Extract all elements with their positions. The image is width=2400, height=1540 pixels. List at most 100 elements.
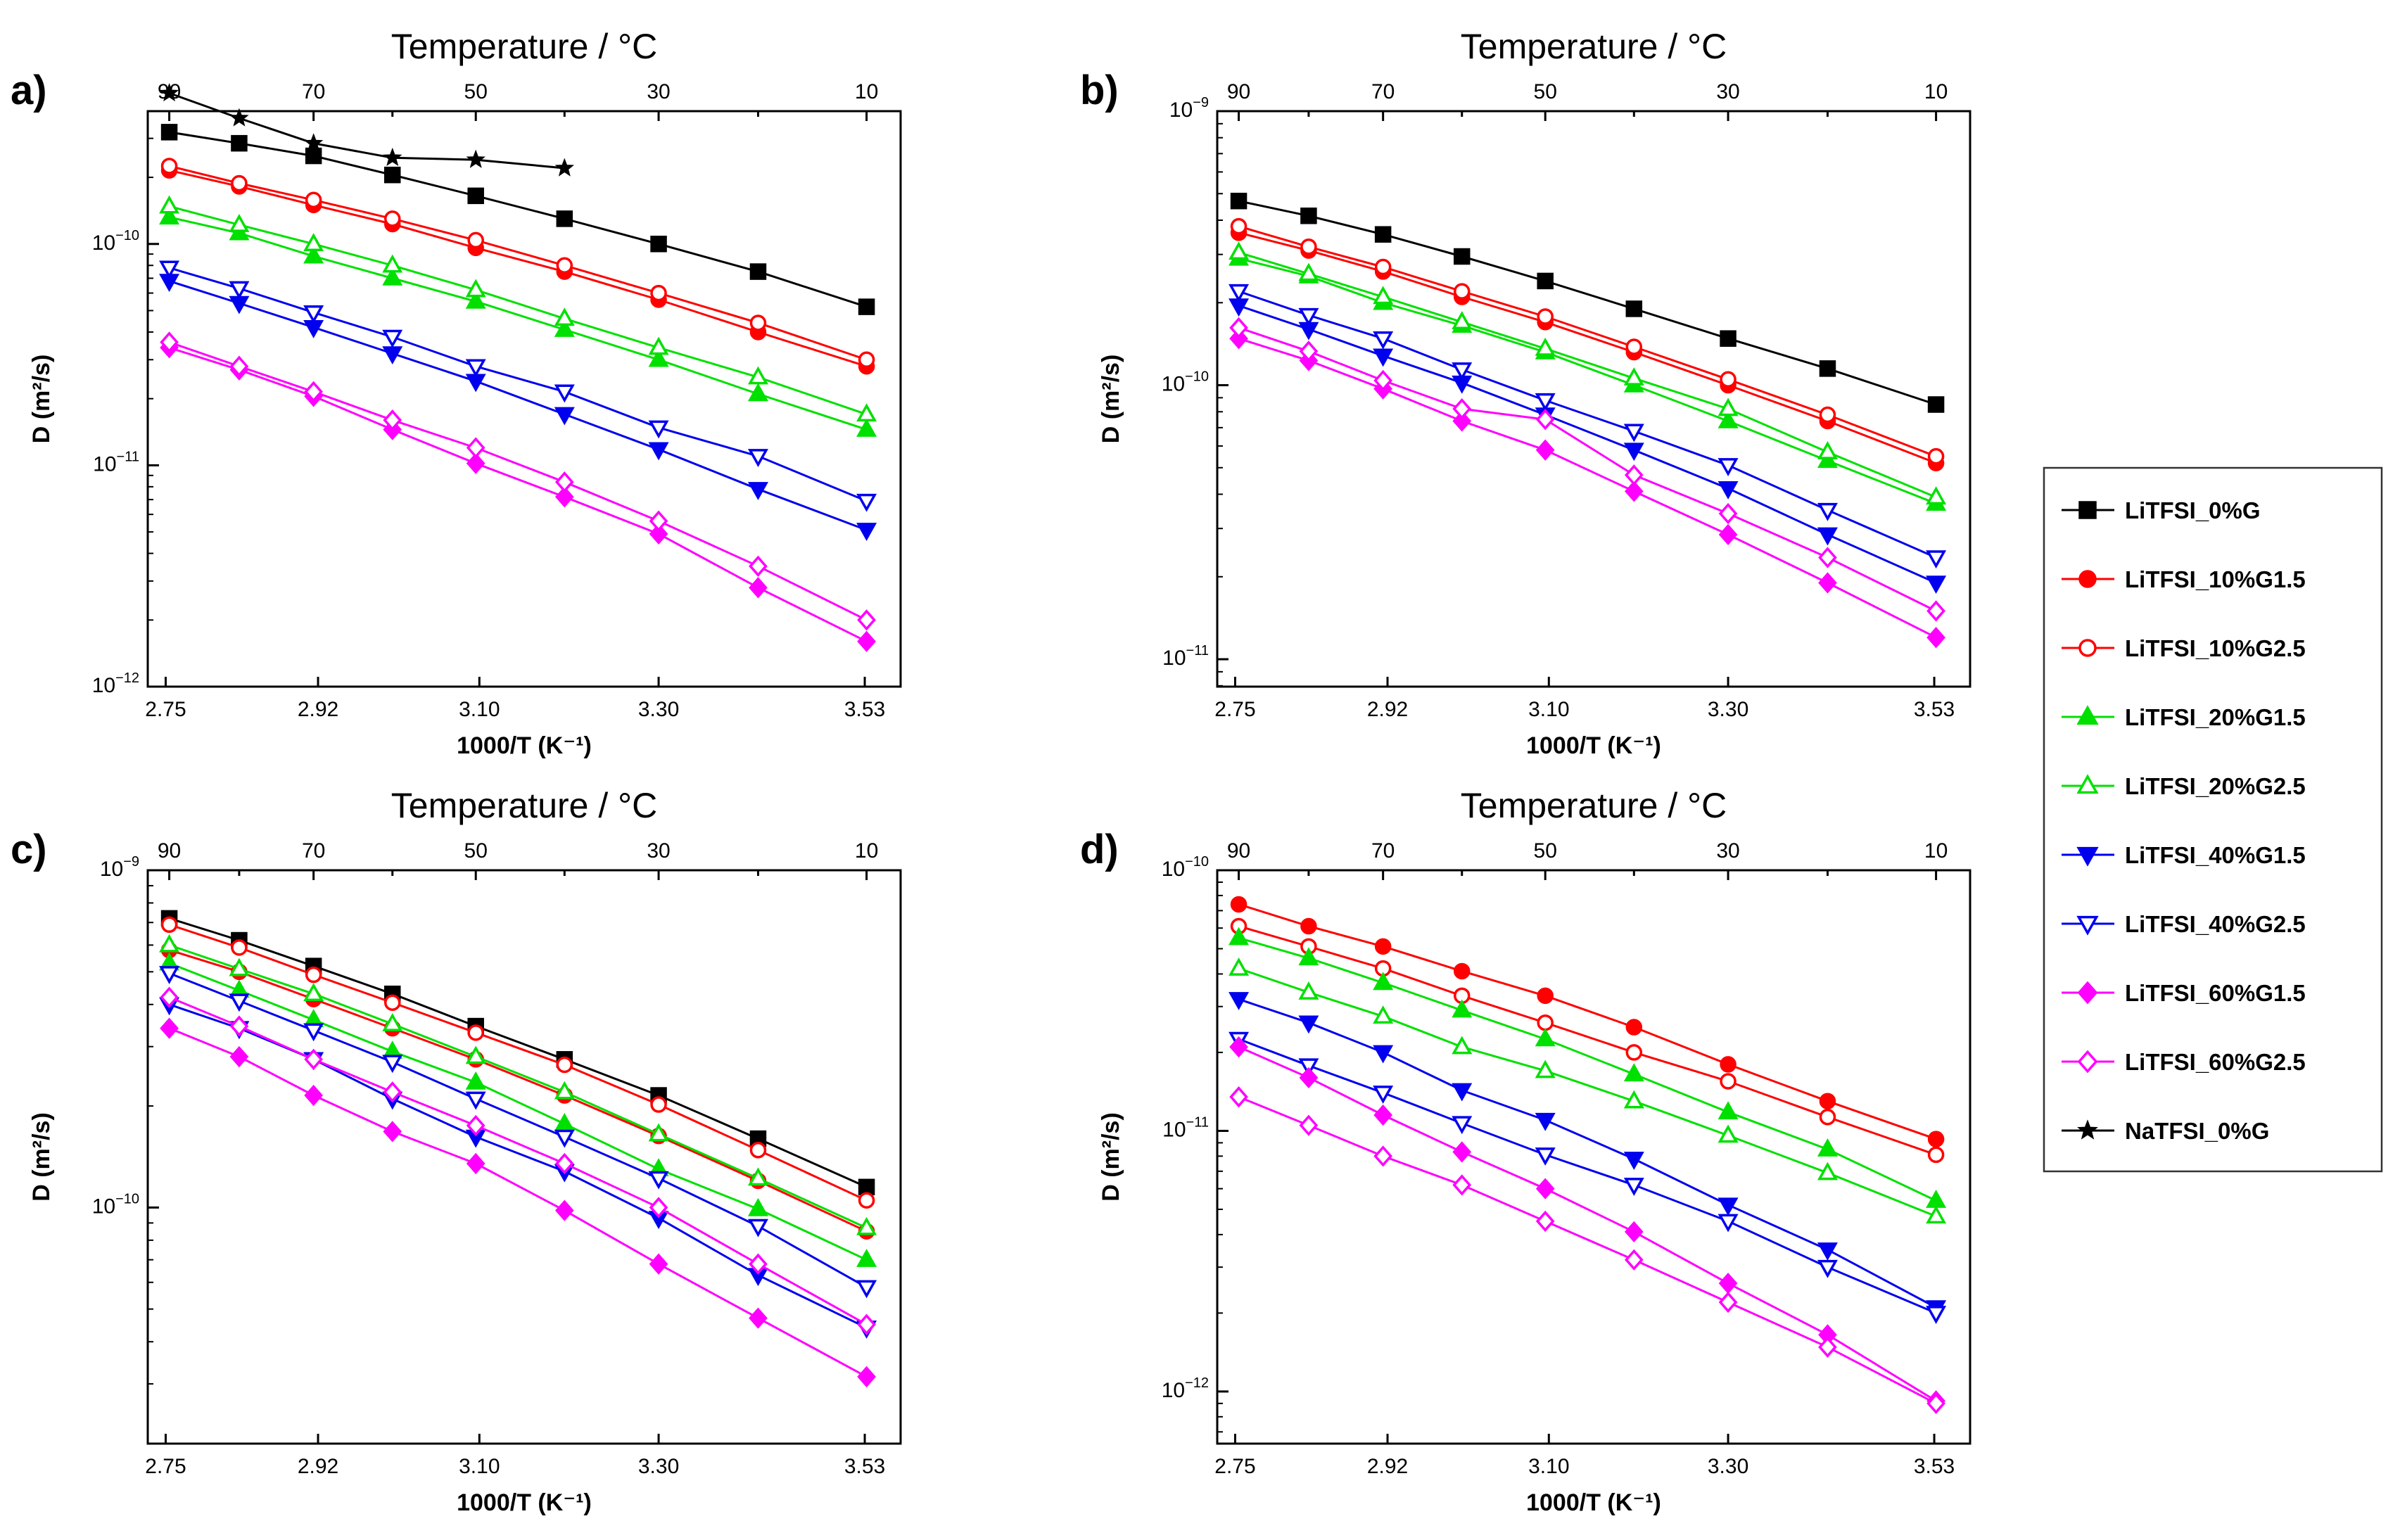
legend-marker [2076, 774, 2099, 794]
data-point [1230, 217, 1247, 235]
data-point [1298, 1015, 1319, 1034]
data-point [1452, 1116, 1473, 1135]
data-point [160, 158, 178, 174]
series-line [169, 131, 868, 308]
data-point [554, 486, 574, 508]
x-tick-label: 3.10 [1528, 698, 1569, 721]
series-LiTFSI_20%G2.5 [1228, 957, 1947, 1224]
data-point [1720, 1073, 1736, 1090]
data-point [465, 279, 486, 298]
legend-marker [2078, 501, 2097, 519]
data-point [1535, 1059, 1556, 1078]
data-point [465, 359, 486, 378]
data-point [1819, 406, 1836, 424]
series-line [169, 923, 868, 1202]
data-point [1926, 1306, 1947, 1324]
x-tick-label: 2.75 [1214, 1455, 1255, 1478]
data-point [1298, 307, 1319, 326]
data-point [1718, 1273, 1738, 1294]
data-point [159, 260, 180, 279]
top-tick-label: 70 [302, 80, 325, 103]
series-LiTFSI_40%G2.5 [159, 966, 877, 1299]
series-LiTFSI_10%G1.5 [160, 162, 875, 375]
data-point [1927, 447, 1945, 465]
y-tick-label: 10−12 [1162, 1375, 1209, 1402]
legend-item: NaTFSI_0%G [2062, 1118, 2269, 1144]
data-point [1818, 572, 1837, 594]
data-point [1718, 1214, 1739, 1233]
data-point [1373, 1045, 1394, 1064]
panel-label: b) [1080, 68, 1119, 113]
data-point [466, 149, 485, 168]
series-line [169, 1027, 868, 1378]
x-tick-label: 3.10 [459, 698, 500, 721]
top-tick-label: 90 [158, 839, 181, 863]
y-tick-label: 10−11 [1162, 643, 1209, 670]
data-point [649, 1253, 668, 1275]
series-line [1238, 305, 1937, 584]
data-point [1535, 337, 1556, 356]
data-point [747, 1218, 768, 1237]
legend-marker [2077, 1050, 2098, 1074]
data-point [1229, 317, 1248, 339]
top-tick-label: 90 [1227, 839, 1250, 863]
data-point [1537, 987, 1554, 1005]
data-point [857, 630, 876, 652]
data-point [303, 305, 324, 324]
data-point [554, 1081, 575, 1100]
data-point [160, 986, 179, 1008]
series-LiTFSI_10%G1.5 [1230, 224, 1945, 471]
data-point [749, 314, 767, 331]
data-point [554, 1199, 574, 1221]
data-point [1373, 331, 1394, 350]
data-point [556, 1056, 573, 1074]
data-point [229, 281, 250, 300]
data-point [1452, 410, 1472, 432]
x-tick-label: 3.30 [1708, 1455, 1748, 1478]
data-point [1817, 1162, 1838, 1181]
series-line [169, 948, 868, 1233]
data-point [747, 1167, 768, 1186]
data-point [383, 409, 402, 431]
series-LiTFSI_20%G2.5 [159, 934, 877, 1235]
data-point [1537, 272, 1554, 290]
y-tick-label: 10−10 [1162, 369, 1209, 396]
data-point [1373, 972, 1394, 991]
data-point [1229, 1036, 1248, 1058]
top-tick-label: 50 [1534, 80, 1557, 103]
data-point [1926, 627, 1945, 649]
data-point [466, 437, 485, 459]
x-tick-label: 2.92 [1367, 1455, 1408, 1478]
data-point [648, 420, 669, 439]
data-point [229, 1045, 249, 1068]
panel-label: d) [1080, 827, 1119, 872]
x-axis-label: 1000/T (K⁻¹) [1526, 1489, 1661, 1516]
data-point [554, 1129, 575, 1148]
data-point [1926, 1190, 1947, 1208]
data-point [160, 124, 178, 141]
data-point [1535, 1112, 1556, 1131]
data-point [556, 257, 573, 274]
data-point [858, 298, 875, 315]
data-point [1229, 328, 1248, 350]
data-point [554, 319, 575, 337]
top-tick-label: 10 [855, 80, 878, 103]
legend-label: LiTFSI_40%G2.5 [2125, 911, 2306, 937]
series-LiTFSI_60%G2.5 [1229, 1086, 1945, 1415]
data-point [1625, 338, 1643, 355]
data-point [554, 1152, 574, 1175]
x-axis-label: 1000/T (K⁻¹) [1526, 732, 1661, 759]
data-point [465, 1091, 486, 1110]
top-tick-label: 50 [464, 80, 488, 103]
data-point [1452, 1174, 1472, 1196]
y-axis-label: D (m²/s) [1098, 1112, 1124, 1202]
series-LiTFSI_40%G1.5 [1228, 992, 1947, 1319]
data-point [1718, 1101, 1739, 1120]
data-point [1718, 409, 1739, 428]
panel-label: c) [11, 827, 47, 872]
data-point [1624, 1249, 1644, 1271]
data-point [1373, 1086, 1394, 1104]
data-point [648, 348, 669, 367]
legend-label: LiTFSI_60%G1.5 [2125, 980, 2306, 1006]
series-LiTFSI_20%G1.5 [1228, 927, 1947, 1208]
